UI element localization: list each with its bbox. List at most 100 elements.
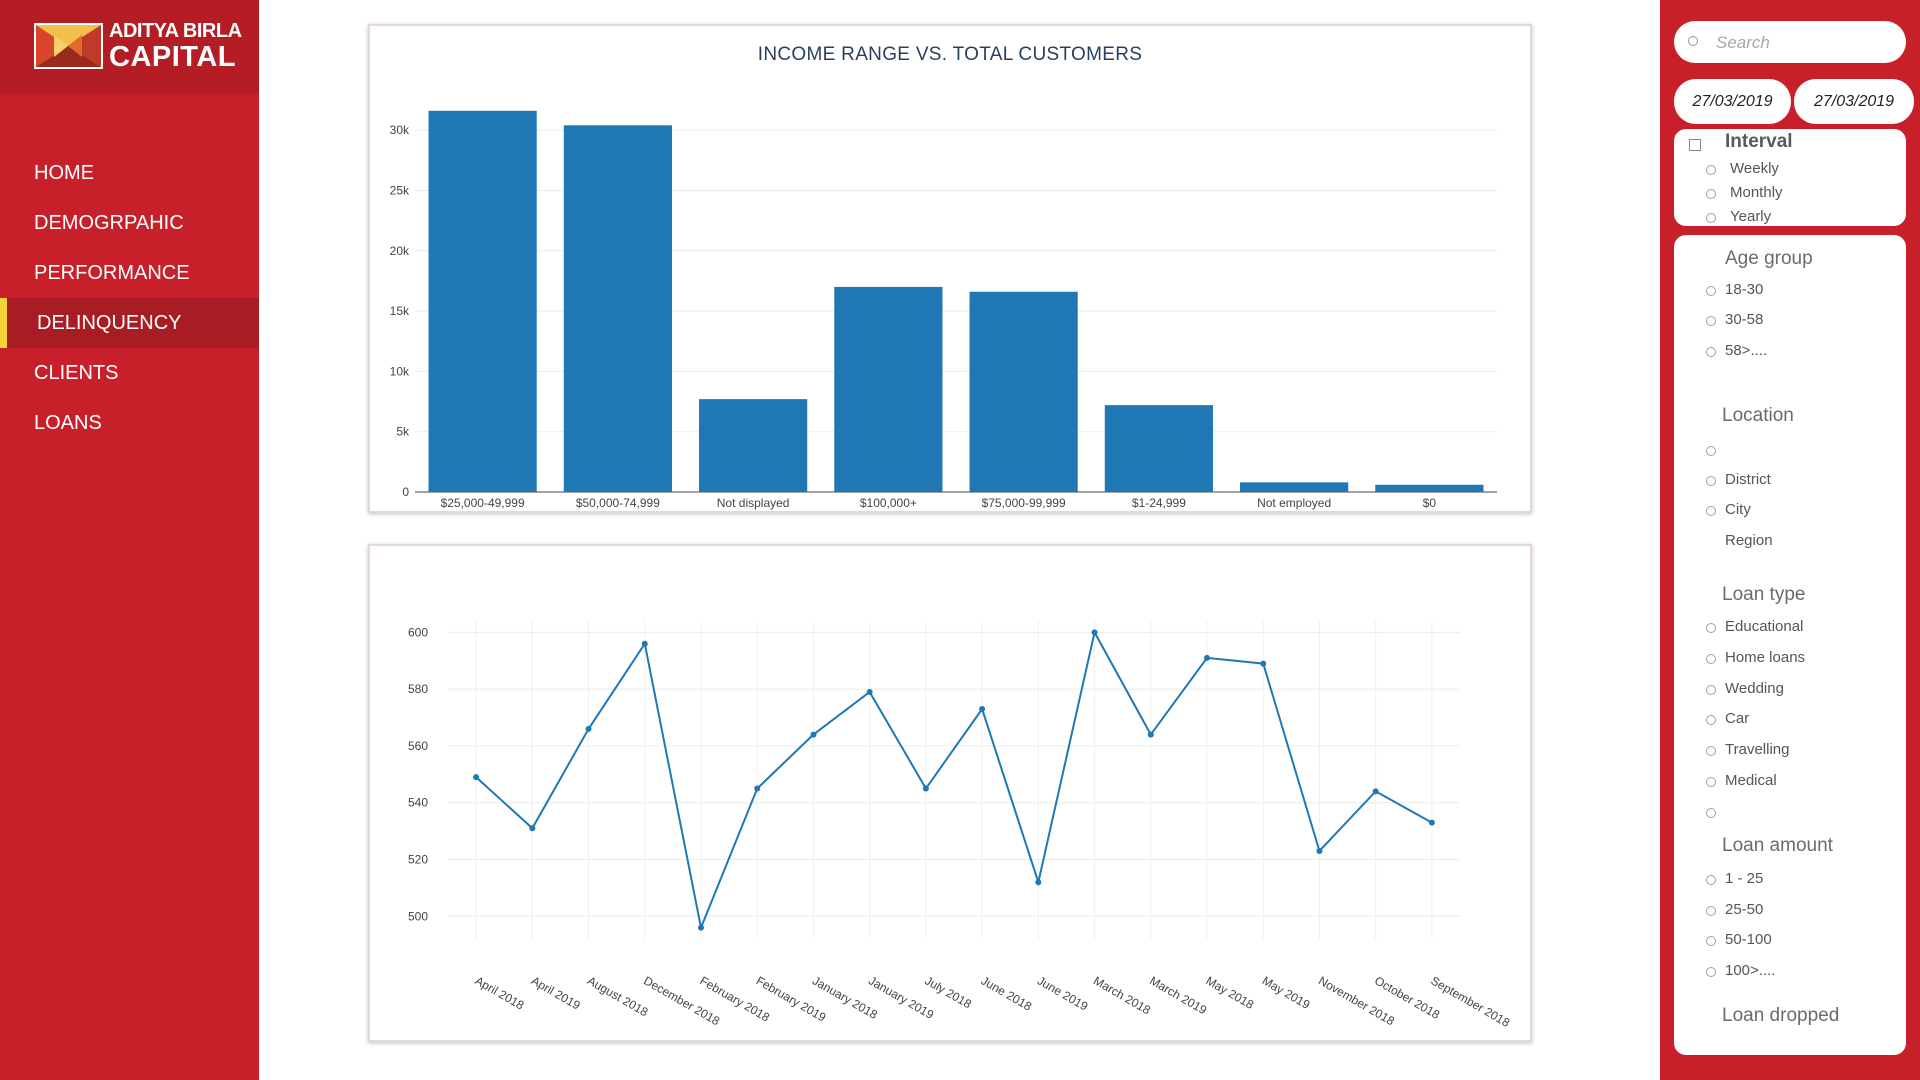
loan-type-option-travelling[interactable]: Travelling [1674,741,1894,761]
data-point [1204,654,1210,661]
y-tick-label: 540 [408,796,428,810]
data-point [979,706,986,713]
loan-type-option-home-loans[interactable]: Home loans [1674,649,1894,669]
search-box[interactable] [1674,21,1906,63]
option-label: 100>.... [1725,962,1776,979]
option-label: 18-30 [1725,281,1764,298]
x-tick-label: March 2019 [1147,973,1209,1017]
date-from-input[interactable] [1674,79,1791,124]
radio-icon [1706,316,1716,326]
x-tick-label: April 2018 [473,973,527,1012]
interval-checkbox[interactable] [1689,139,1701,151]
option-label: 30-58 [1725,311,1764,328]
option-label: Car [1725,710,1750,727]
filter-panel: Interval Weekly Monthly Yearly Age group… [1660,0,1920,1080]
loan-type-option-medical[interactable]: Medical [1674,772,1894,792]
income-bar-chart[interactable]: 0 5k 10k 15k 20k 25k 30k $25,000-49,999 $50,000-… [370,26,1530,511]
loan-amount-option-100-plus[interactable]: 100>.... [1674,962,1894,982]
y-tick-label: 30k [390,123,410,137]
option-label: Medical [1725,772,1777,789]
interval-option-weekly[interactable]: Weekly [1674,160,1894,180]
date-to-input[interactable] [1794,79,1914,124]
option-label: Travelling [1725,741,1790,758]
loan-type-option-car[interactable]: Car [1674,710,1894,730]
loan-amount-option-1-25[interactable]: 1 - 25 [1674,870,1894,890]
nav-item-clients[interactable]: CLIENTS [34,362,119,384]
y-tick-label: 10k [390,364,410,378]
age-option-18-30[interactable]: 18-30 [1674,281,1894,301]
radio-icon [1706,446,1716,456]
option-label: City [1725,501,1751,518]
radio-icon [1706,476,1716,486]
brand-logo[interactable]: ADITYA BIRLA CAPITAL [0,0,259,94]
data-point [1091,629,1098,636]
brand-name-line1: ADITYA BIRLA [109,20,242,42]
age-group-heading: Age group [1725,248,1813,269]
x-tick-label: $75,000-99,999 [982,496,1066,510]
trend-chart-card: 500 520 540 560 580 600 April 2018 April 2019 Au… [368,544,1532,1042]
radio-icon [1706,715,1716,725]
nav-item-demographic[interactable]: DEMOGRPAHIC [34,212,184,234]
nav-item-home[interactable]: HOME [34,162,94,184]
interval-heading: Interval [1725,131,1793,152]
radio-icon [1706,967,1716,977]
location-option-city[interactable]: City [1674,501,1894,521]
x-tick-label: April 2019 [529,973,583,1012]
option-label: District [1725,471,1771,488]
loan-type-option-wedding[interactable]: Wedding [1674,680,1894,700]
x-tick-label: $25,000-49,999 [441,496,525,510]
location-option-blank[interactable] [1674,441,1894,461]
option-label: 25-50 [1725,901,1764,918]
data-point [922,785,929,792]
radio-icon [1706,286,1716,296]
radio-icon [1706,906,1716,916]
loan-type-option-blank[interactable] [1674,803,1894,823]
search-icon [1688,36,1698,46]
monthly-line-chart[interactable]: 500 520 540 560 580 600 April 2018 April 2019 Au… [370,546,1530,1040]
loan-amount-option-25-50[interactable]: 25-50 [1674,901,1894,921]
age-option-58-plus[interactable]: 58>.... [1674,342,1894,362]
radio-icon [1706,654,1716,664]
search-input[interactable] [1714,29,1898,57]
nav-item-delinquency[interactable]: DELINQUENCY [0,298,259,348]
data-point [866,688,873,695]
y-tick-label: 15k [390,304,410,318]
age-option-30-58[interactable]: 30-58 [1674,311,1894,331]
x-tick-label: September 2018 [1428,973,1512,1030]
x-tick-label: Not displayed [717,496,790,510]
x-tick-label: $100,000+ [860,496,917,510]
location-heading: Location [1722,405,1794,426]
interval-option-monthly[interactable]: Monthly [1674,184,1894,204]
brand-name-line2: CAPITAL [109,41,237,73]
loan-amount-option-50-100[interactable]: 50-100 [1674,931,1894,951]
income-chart-card: INCOME RANGE VS. TOTAL CUSTOMERS 0 5k 10k 1… [368,24,1532,513]
nav-item-performance[interactable]: PERFORMANCE [34,262,190,284]
data-point [1372,788,1379,795]
bar [563,125,672,493]
bar [699,399,808,492]
nav-item-loans[interactable]: LOANS [34,412,102,434]
bar [1375,484,1484,492]
option-label: Home loans [1725,649,1806,666]
option-label: 50-100 [1725,931,1772,948]
data-point [585,725,592,732]
x-tick-label: May 2018 [1204,973,1257,1012]
interval-option-yearly[interactable]: Yearly [1674,208,1894,228]
location-option-district[interactable]: District [1674,471,1894,491]
y-tick-label: 0 [402,485,409,499]
x-tick-label: $1-24,999 [1132,496,1186,510]
main-nav: HOME DEMOGRPAHIC PERFORMANCE DELINQUENCY… [0,148,259,448]
y-tick-label: 600 [408,625,428,639]
radio-icon [1706,875,1716,885]
loan-dropped-heading: Loan dropped [1722,1005,1840,1026]
option-label: 1 - 25 [1725,870,1764,887]
option-label: Educational [1725,618,1804,635]
loan-type-option-educational[interactable]: Educational [1674,618,1894,638]
option-label: 58>.... [1725,342,1768,359]
x-tick-label: March 2018 [1091,973,1153,1017]
data-point [1428,819,1435,826]
loan-amount-heading: Loan amount [1722,835,1833,856]
x-tick-label: August 2018 [585,973,651,1019]
location-option-region[interactable]: Region [1725,532,1773,549]
data-point [1035,879,1042,886]
